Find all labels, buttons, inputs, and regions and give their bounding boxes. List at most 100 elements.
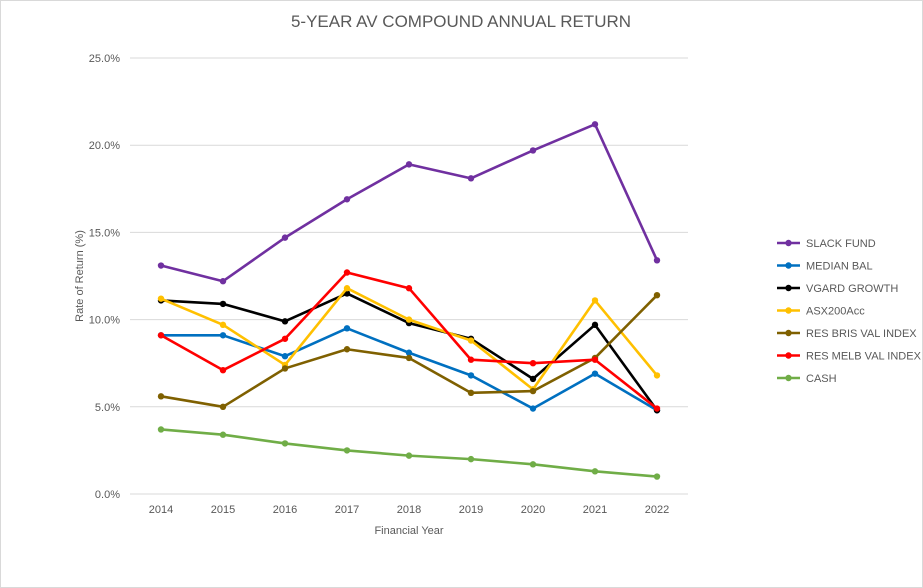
- legend-label: SLACK FUND: [806, 238, 876, 250]
- data-point: [591, 121, 599, 128]
- x-tick-label: 2019: [459, 504, 483, 516]
- x-tick-label: 2018: [397, 504, 421, 516]
- legend-item-cash: CASH: [777, 373, 837, 385]
- data-point: [343, 325, 351, 332]
- data-point: [405, 161, 413, 168]
- data-point: [157, 393, 165, 400]
- data-point: [219, 278, 227, 285]
- data-point: [219, 403, 227, 410]
- data-point: [343, 269, 351, 276]
- legend-marker: [785, 239, 792, 247]
- data-point: [653, 473, 661, 480]
- legend-label: ASX200Acc: [806, 306, 865, 318]
- legend-marker: [785, 284, 792, 292]
- x-tick-label: 2022: [645, 504, 669, 516]
- data-point: [343, 285, 351, 292]
- legend-marker: [785, 307, 792, 314]
- legend-item-asx200acc: ASX200Acc: [777, 306, 865, 318]
- legend-label: RES MELB VAL INDEX: [806, 351, 922, 363]
- data-point: [343, 346, 351, 353]
- series-slack-fund: [157, 121, 661, 285]
- y-tick-label: 5.0%: [95, 402, 120, 414]
- x-tick-label: 2017: [335, 504, 359, 516]
- data-point: [467, 356, 475, 363]
- data-point: [467, 455, 475, 463]
- x-tick-label: 2015: [211, 504, 235, 516]
- data-point: [405, 285, 413, 292]
- legend-label: VGARD GROWTH: [806, 283, 898, 295]
- data-point: [281, 318, 289, 325]
- data-point: [467, 175, 475, 182]
- data-point: [591, 297, 599, 304]
- data-point: [591, 321, 599, 329]
- legend-marker: [785, 352, 792, 359]
- data-point: [343, 196, 351, 203]
- data-point: [653, 405, 661, 412]
- legend-item-slack-fund: SLACK FUND: [777, 238, 876, 250]
- data-point: [219, 431, 227, 438]
- y-tick-label: 0.0%: [95, 489, 120, 501]
- x-axis-ticks: 2014 2015 2016 2017 2018 2019 2020 2021 2022: [149, 504, 669, 516]
- y-tick-label: 15.0%: [89, 227, 120, 239]
- data-point: [157, 262, 165, 269]
- data-point: [219, 366, 227, 374]
- data-point: [467, 372, 475, 379]
- x-tick-label: 2014: [149, 504, 173, 516]
- data-point: [653, 291, 661, 299]
- legend-label: RES BRIS VAL INDEX: [806, 328, 917, 340]
- data-point: [529, 461, 537, 468]
- y-tick-label: 10.0%: [89, 315, 120, 327]
- legend-item-median-bal: MEDIAN BAL: [777, 261, 873, 273]
- data-point: [653, 257, 661, 264]
- data-point: [157, 426, 165, 433]
- data-point: [343, 447, 351, 454]
- y-axis-ticks: 0.0% 5.0% 10.0% 15.0% 20.0% 25.0%: [89, 53, 120, 501]
- legend-item-res-melb-val-index: RES MELB VAL INDEX: [777, 351, 922, 363]
- series-res-melb-val-index: [157, 269, 661, 412]
- data-point: [405, 316, 413, 323]
- y-tick-label: 25.0%: [89, 53, 120, 65]
- data-point: [529, 405, 537, 412]
- data-point: [467, 389, 475, 397]
- legend: SLACK FUND MEDIAN BAL VGARD GROWTH ASX200Ac…: [777, 238, 922, 385]
- gridlines: [130, 57, 688, 495]
- data-point: [219, 321, 227, 329]
- data-point: [405, 354, 413, 362]
- legend-item-res-bris-val-index: RES BRIS VAL INDEX: [777, 328, 917, 340]
- data-point: [157, 332, 165, 339]
- legend-label: MEDIAN BAL: [806, 261, 873, 273]
- legend-marker: [785, 262, 792, 269]
- data-point: [591, 356, 599, 363]
- legend-marker: [785, 329, 792, 337]
- x-tick-label: 2021: [583, 504, 607, 516]
- data-point: [281, 353, 289, 360]
- data-point: [219, 300, 227, 308]
- data-point: [405, 349, 413, 356]
- data-point: [281, 234, 289, 241]
- legend-marker: [785, 374, 792, 382]
- series-line: [159, 122, 659, 283]
- data-point: [219, 332, 227, 339]
- data-point: [653, 372, 661, 379]
- data-point: [529, 360, 537, 367]
- x-tick-label: 2020: [521, 504, 545, 516]
- data-point: [591, 468, 599, 475]
- data-point: [529, 387, 537, 395]
- series-lines: [157, 121, 661, 480]
- data-point: [281, 440, 289, 447]
- series-cash: [157, 426, 661, 480]
- y-axis-label: Rate of Return (%): [74, 230, 86, 322]
- data-point: [405, 452, 413, 459]
- data-point: [591, 370, 599, 377]
- legend-label: CASH: [806, 373, 837, 385]
- x-tick-label: 2016: [273, 504, 297, 516]
- series-res-bris-val-index: [157, 291, 661, 410]
- y-tick-label: 20.0%: [89, 140, 120, 152]
- data-point: [157, 295, 165, 302]
- legend-item-vgard-growth: VGARD GROWTH: [777, 283, 898, 295]
- x-axis-label: Financial Year: [374, 525, 443, 537]
- data-point: [529, 147, 537, 154]
- chart-title: 5-YEAR AV COMPOUND ANNUAL RETURN: [291, 12, 631, 31]
